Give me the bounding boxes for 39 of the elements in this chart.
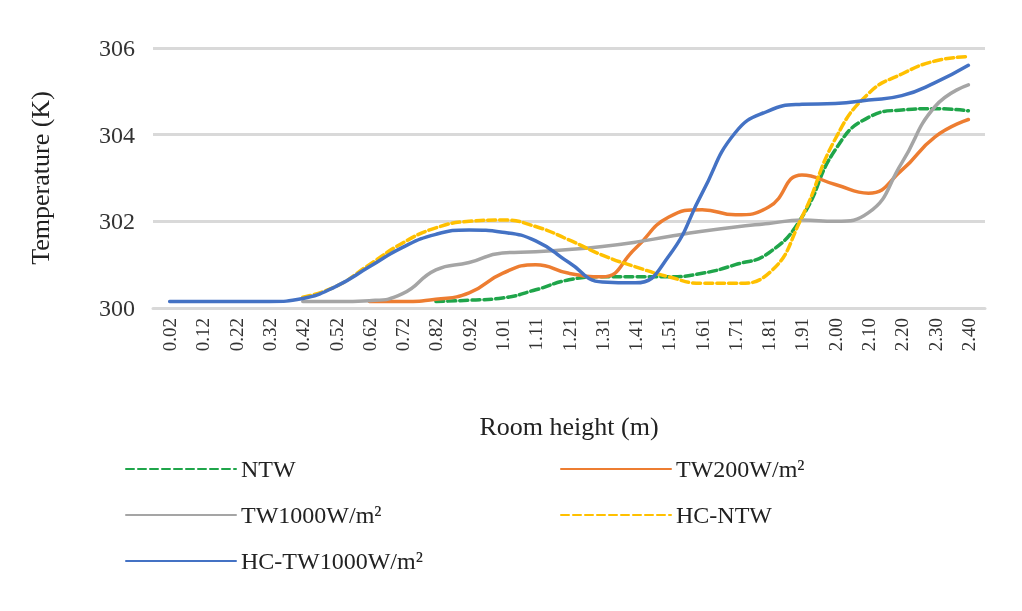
y-tick-label: 306 — [99, 35, 135, 61]
x-tick-label: 1.91 — [791, 318, 813, 352]
legend-label: TW1000W/m² — [241, 502, 382, 528]
y-tick-label: 304 — [99, 121, 135, 148]
x-tick-label: 0.92 — [458, 318, 480, 352]
x-tick-label: 1.11 — [525, 318, 547, 351]
line-series — [434, 106, 971, 304]
legend-label: TW200W/m² — [676, 456, 805, 482]
x-tick-label: 1.31 — [591, 318, 613, 352]
x-tick-label: 0.02 — [159, 318, 181, 352]
y-tick-label: 300 — [99, 295, 135, 321]
x-tick-label: 0.22 — [225, 318, 247, 352]
x-tick-label: 1.51 — [658, 318, 680, 352]
x-tick-label: 1.71 — [724, 318, 746, 352]
x-tick-label: 1.21 — [558, 318, 580, 352]
x-tick-label: 1.81 — [758, 318, 780, 352]
legend-label: HC-TW1000W/m² — [241, 548, 423, 574]
x-tick-label: 0.62 — [358, 318, 380, 352]
x-tick-label: 2.00 — [824, 318, 846, 352]
x-tick-label: 1.61 — [691, 318, 713, 352]
x-tick-label: 0.12 — [192, 318, 214, 352]
x-tick-label: 2.30 — [924, 318, 946, 352]
legend-label: NTW — [241, 456, 296, 482]
legend-label: HC-NTW — [676, 502, 773, 528]
x-tick-label: 0.72 — [392, 318, 414, 352]
y-tick-label: 302 — [99, 208, 135, 235]
x-axis-title: Room height (m) — [479, 411, 659, 441]
x-tick-label: 2.10 — [858, 318, 880, 352]
x-tick-label: 0.32 — [258, 318, 280, 352]
x-tick-label: 2.20 — [891, 318, 913, 352]
x-tick-label: 2.40 — [957, 318, 979, 352]
x-tick-label: 1.41 — [625, 318, 647, 352]
x-tick-label: 0.42 — [292, 318, 314, 352]
x-tick-label: 0.52 — [325, 318, 347, 352]
x-tick-label: 0.82 — [425, 318, 447, 352]
line-series — [367, 117, 971, 304]
y-axis-title: Temperature (K) — [25, 91, 55, 265]
x-tick-label: 1.01 — [491, 318, 513, 352]
line-series — [167, 63, 971, 304]
